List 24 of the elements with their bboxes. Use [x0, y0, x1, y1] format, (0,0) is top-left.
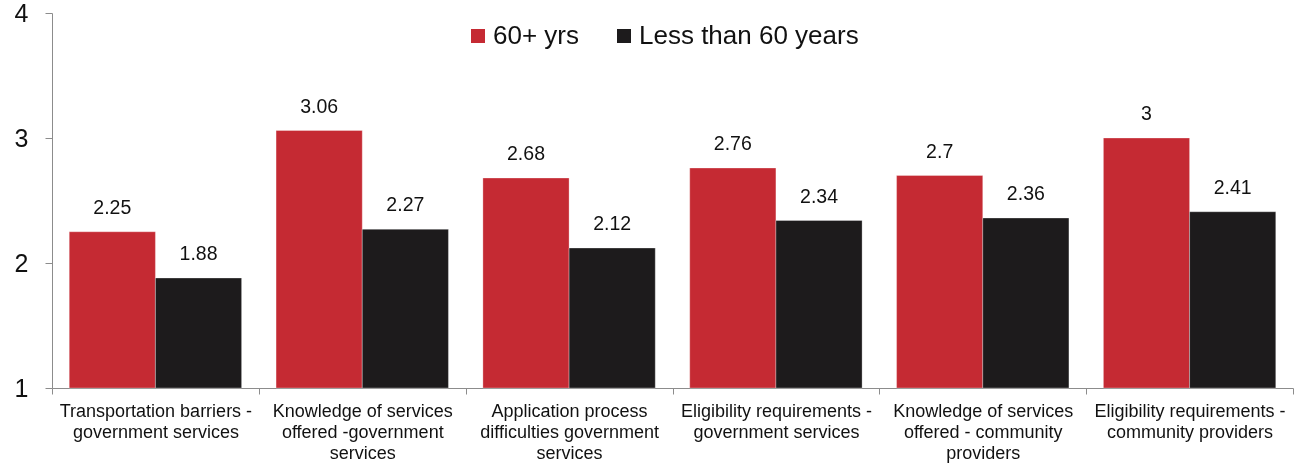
- data-label: 2.7: [926, 139, 954, 162]
- y-tick-label: 2: [14, 248, 29, 277]
- data-label: 1.88: [179, 242, 218, 264]
- data-label: 2.68: [507, 142, 545, 164]
- x-tick-label: Application process difficulties government services: [480, 400, 659, 463]
- x-tick-label: Eligibility requirements - government services: [680, 400, 872, 442]
- data-label: 2.27: [386, 193, 425, 216]
- y-tick-label: 4: [14, 0, 29, 27]
- x-tick-label: Eligibility requirements - community providers: [1094, 400, 1286, 442]
- data-label: 2.36: [1006, 182, 1045, 204]
- x-tick-label: Transportation barriers - government services: [59, 400, 253, 442]
- legend-label: Less than 60 years: [639, 20, 859, 50]
- data-label: 2.34: [800, 184, 839, 207]
- y-tick-label: 3: [14, 123, 29, 152]
- data-label: 2.25: [93, 195, 132, 218]
- data-label: 2.12: [593, 212, 632, 234]
- y-tick-label: 1: [14, 373, 29, 402]
- x-tick-label: Knowledge of services offered - community providers: [893, 400, 1074, 463]
- x-tick-label: Knowledge of services offered -government services: [272, 400, 453, 463]
- data-label: 3: [1141, 102, 1152, 124]
- data-label: 2.76: [713, 132, 752, 154]
- legend-label: 60+ yrs: [493, 20, 579, 50]
- data-label: 3.06: [300, 94, 339, 117]
- data-label: 2.41: [1213, 175, 1252, 198]
